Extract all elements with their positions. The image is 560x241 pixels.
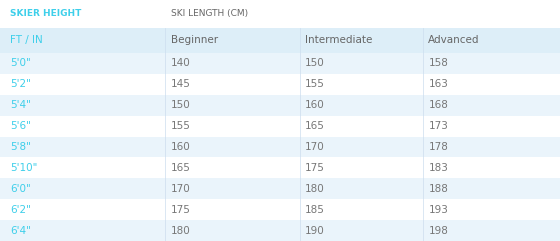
Text: Beginner: Beginner (171, 35, 218, 45)
Text: 160: 160 (305, 100, 325, 110)
Bar (0, 53, 560, 74)
Text: 180: 180 (171, 226, 190, 235)
Bar (0, 199, 560, 220)
Text: 198: 198 (428, 226, 448, 235)
Text: 188: 188 (428, 184, 448, 194)
Bar (0, 178, 560, 199)
Text: FT / IN: FT / IN (10, 35, 43, 45)
Text: 5'4": 5'4" (10, 100, 31, 110)
Text: SKIER HEIGHT: SKIER HEIGHT (10, 9, 81, 18)
Text: 140: 140 (171, 59, 190, 68)
Bar (0, 220, 560, 241)
Text: Advanced: Advanced (428, 35, 480, 45)
Text: 5'2": 5'2" (10, 79, 31, 89)
Text: 190: 190 (305, 226, 325, 235)
Text: 5'8": 5'8" (10, 142, 31, 152)
Bar (0, 28, 560, 53)
Bar (0, 95, 560, 116)
Text: 6'0": 6'0" (10, 184, 31, 194)
Text: 155: 155 (305, 79, 325, 89)
Text: 173: 173 (428, 121, 448, 131)
Text: 160: 160 (171, 142, 190, 152)
Text: 183: 183 (428, 163, 448, 173)
Text: 175: 175 (305, 163, 325, 173)
Text: 170: 170 (171, 184, 190, 194)
Text: 155: 155 (171, 121, 190, 131)
Text: 150: 150 (305, 59, 325, 68)
Text: 5'10": 5'10" (10, 163, 38, 173)
Text: 165: 165 (305, 121, 325, 131)
Text: 158: 158 (428, 59, 448, 68)
Bar (0, 74, 560, 95)
Text: 5'0": 5'0" (10, 59, 31, 68)
Text: 165: 165 (171, 163, 190, 173)
Text: 168: 168 (428, 100, 448, 110)
Text: 193: 193 (428, 205, 448, 215)
Text: 163: 163 (428, 79, 448, 89)
Text: SKI LENGTH (CM): SKI LENGTH (CM) (171, 9, 248, 18)
Text: 178: 178 (428, 142, 448, 152)
Bar (0, 137, 560, 157)
Text: 6'4": 6'4" (10, 226, 31, 235)
Bar (0, 116, 560, 137)
Text: 5'6": 5'6" (10, 121, 31, 131)
Bar (0, 157, 560, 178)
Bar (0, 0, 560, 28)
Text: 6'2": 6'2" (10, 205, 31, 215)
Text: 175: 175 (171, 205, 190, 215)
Text: Intermediate: Intermediate (305, 35, 372, 45)
Text: 170: 170 (305, 142, 325, 152)
Text: 150: 150 (171, 100, 190, 110)
Text: 180: 180 (305, 184, 325, 194)
Text: 185: 185 (305, 205, 325, 215)
Text: 145: 145 (171, 79, 190, 89)
